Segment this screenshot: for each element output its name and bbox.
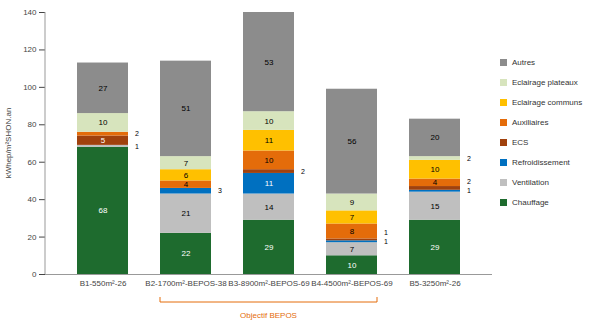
- svg-text:11: 11: [265, 179, 274, 188]
- svg-text:20: 20: [28, 233, 37, 242]
- svg-text:11: 11: [265, 136, 274, 145]
- svg-text:29: 29: [265, 243, 274, 252]
- html-text:Auxiliaires: Auxiliaires: [512, 117, 549, 127]
- svg-text:10: 10: [265, 117, 274, 126]
- svg-text:21: 21: [182, 209, 191, 218]
- svg-text:B1-550m²-26: B1-550m²-26: [80, 279, 127, 288]
- svg-text:9: 9: [350, 198, 355, 207]
- svg-text:29: 29: [431, 243, 440, 252]
- svg-text:8: 8: [350, 227, 355, 236]
- svg-text:2: 2: [301, 168, 305, 175]
- svg-text:10: 10: [265, 156, 274, 165]
- svg-text:5: 5: [101, 136, 106, 145]
- svg-text:51: 51: [182, 104, 191, 113]
- html-text:ECS: ECS: [512, 137, 529, 147]
- svg-text:1: 1: [384, 238, 388, 245]
- svg-text:53: 53: [265, 58, 274, 67]
- html-text:Chauffage: Chauffage: [512, 197, 549, 207]
- svg-text:10: 10: [99, 118, 108, 127]
- svg-text:120: 120: [23, 45, 37, 54]
- svg-text:27: 27: [99, 84, 108, 93]
- svg-text:0: 0: [32, 270, 37, 279]
- svg-text:80: 80: [28, 120, 37, 129]
- svg-text:B5-3250m²-26: B5-3250m²-26: [409, 279, 461, 288]
- svg-text:1: 1: [384, 229, 388, 236]
- svg-text:4: 4: [433, 178, 438, 187]
- svg-text:100: 100: [23, 83, 37, 92]
- html-text:Refroidissement: Refroidissement: [512, 157, 570, 167]
- svg-text:2: 2: [467, 155, 471, 162]
- svg-text:7: 7: [350, 213, 355, 222]
- svg-text:60: 60: [28, 158, 37, 167]
- svg-text:140: 140: [23, 8, 37, 17]
- svg-text:15: 15: [431, 202, 440, 211]
- svg-text:B2-1700m²-BEPOS-38: B2-1700m²-BEPOS-38: [145, 279, 227, 288]
- svg-text:22: 22: [182, 249, 191, 258]
- svg-text:2: 2: [135, 130, 139, 137]
- svg-text:1: 1: [135, 143, 139, 150]
- html-text:Eclairage communs: Eclairage communs: [512, 97, 583, 107]
- html-text:Autres: Autres: [512, 57, 536, 67]
- svg-text:7: 7: [350, 245, 355, 254]
- svg-text:10: 10: [431, 165, 440, 174]
- svg-text:3: 3: [218, 187, 222, 194]
- svg-text:7: 7: [184, 159, 189, 168]
- html-text:Eclairage plateaux: Eclairage plateaux: [512, 77, 578, 87]
- svg-text:4: 4: [184, 180, 189, 189]
- svg-text:1: 1: [467, 187, 471, 194]
- svg-text:kWhep/m²SHON.an: kWhep/m²SHON.an: [4, 108, 13, 179]
- svg-text:14: 14: [265, 203, 274, 212]
- html-text:Ventilation: Ventilation: [512, 177, 549, 187]
- svg-text:B3-8900m²-BEPOS-69: B3-8900m²-BEPOS-69: [228, 279, 310, 288]
- svg-text:2: 2: [467, 178, 471, 185]
- svg-text:68: 68: [99, 206, 108, 215]
- svg-text:B4-4500m²-BEPOS-69: B4-4500m²-BEPOS-69: [311, 279, 393, 288]
- svg-text:Objectif BEPOS: Objectif BEPOS: [240, 311, 297, 320]
- svg-text:10: 10: [348, 261, 357, 270]
- svg-text:20: 20: [431, 133, 440, 142]
- svg-text:56: 56: [348, 137, 357, 146]
- svg-text:40: 40: [28, 195, 37, 204]
- svg-text:6: 6: [184, 171, 189, 180]
